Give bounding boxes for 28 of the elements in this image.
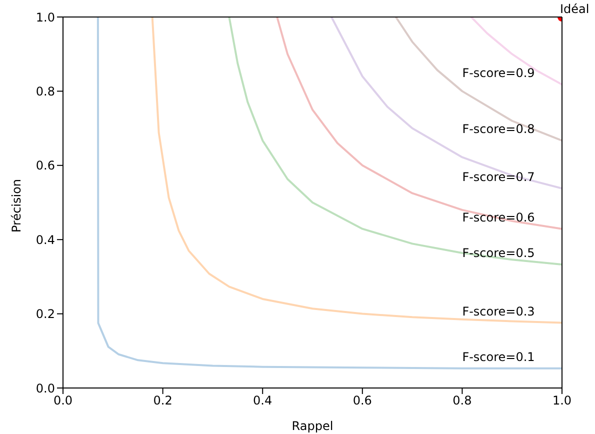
x-tick-label: 0.8 [452, 394, 472, 408]
y-tick-label: 0.0 [36, 381, 55, 396]
x-tick-label: 0.4 [253, 394, 272, 408]
series-label: Idéal [560, 2, 590, 16]
line-series [276, 17, 562, 230]
x-tick-label: 0.2 [153, 394, 172, 408]
annotation: F-score=0.9 [462, 66, 535, 80]
annotation: F-score=0.6 [462, 210, 535, 224]
x-axis-title: Rappel [292, 419, 334, 433]
annotation: F-score=0.3 [462, 304, 535, 318]
y-tick-label: 0.4 [36, 232, 55, 247]
annotation: F-score=0.1 [462, 350, 535, 364]
y-tick-label: 0.6 [36, 158, 55, 173]
y-tick-label: 0.2 [36, 307, 55, 322]
y-tick-label: 1.0 [36, 10, 55, 24]
line-series [330, 17, 562, 190]
line-series [151, 17, 562, 324]
x-tick-label: 1.0 [552, 394, 572, 408]
line-series [228, 17, 562, 266]
y-tick-label: 0.8 [36, 84, 55, 98]
y-axis-title: Précision [9, 178, 24, 232]
x-tick-label: 0.6 [352, 394, 372, 408]
line-series [394, 17, 562, 142]
line-series [96, 17, 562, 370]
annotation: F-score=0.5 [462, 246, 535, 260]
annotation: F-score=0.8 [462, 122, 535, 136]
x-tick-label: 0.0 [53, 394, 73, 408]
annotation: F-score=0.7 [462, 170, 535, 184]
